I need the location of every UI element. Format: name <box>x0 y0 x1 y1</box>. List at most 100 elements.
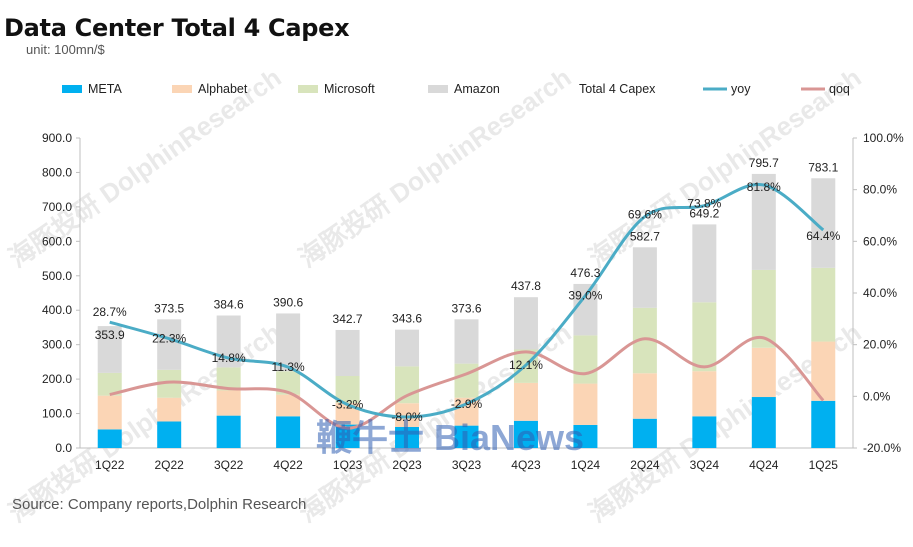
x-tick-label: 3Q22 <box>214 458 244 472</box>
line-yoy <box>109 182 825 419</box>
y-tick-label: 700.0 <box>42 200 72 214</box>
bar-amazon <box>573 283 598 336</box>
yoy-label: -8.0% <box>391 410 423 424</box>
bar-alphabet <box>573 383 598 425</box>
bar-meta <box>573 424 598 448</box>
bar-meta <box>513 420 538 448</box>
y-tick-label: 900.0 <box>42 131 72 145</box>
x-tick-label: 1Q23 <box>333 458 363 472</box>
chart-title: Data Center Total 4 Capex <box>4 14 350 42</box>
legend-label: Microsoft <box>324 82 375 96</box>
yoy-label: 14.8% <box>212 351 246 365</box>
line-layer <box>109 182 825 430</box>
legend-swatch-meta <box>62 85 82 93</box>
bar-alphabet <box>692 371 717 417</box>
y-tick-label: 200.0 <box>42 372 72 386</box>
y-tick-label: 500.0 <box>42 269 72 283</box>
yoy-label: 12.1% <box>509 358 543 372</box>
bar-amazon <box>692 224 717 303</box>
legend-swatch-microsoft <box>298 85 318 93</box>
bar-microsoft <box>573 335 598 384</box>
bar-amazon <box>335 329 360 377</box>
bar-meta <box>692 416 717 448</box>
bar-layer <box>97 173 836 448</box>
y-right-tick-label: 40.0% <box>863 286 897 300</box>
chart-subtitle: unit: 100mn/$ <box>26 42 105 57</box>
y-tick-label: 100.0 <box>42 407 72 421</box>
bar-meta <box>751 397 776 448</box>
bar-alphabet <box>216 390 241 416</box>
total-label: 437.8 <box>511 279 541 293</box>
x-tick-label: 3Q24 <box>690 458 720 472</box>
x-tick-label: 2Q22 <box>155 458 185 472</box>
bar-microsoft <box>216 367 241 391</box>
total-label: 384.6 <box>214 298 244 312</box>
yoy-label: 28.7% <box>93 305 127 319</box>
yoy-label: -3.2% <box>332 398 364 412</box>
y-right-tick-label: -20.0% <box>863 441 901 455</box>
bar-alphabet <box>97 395 122 430</box>
total-label: 373.5 <box>154 301 184 315</box>
bar-alphabet <box>157 397 182 422</box>
legend-label: Amazon <box>454 82 500 96</box>
watermark-layer: 海豚投研 DolphinResearch 海豚投研 DolphinResearch… <box>3 62 866 528</box>
x-tick-label: 1Q24 <box>571 458 601 472</box>
yoy-label: 64.4% <box>806 229 840 243</box>
data-label-layer: 353.9 373.5 384.6 390.6 342.7 343.6 373.6 437.8… <box>93 156 841 424</box>
x-tick-label: 4Q23 <box>511 458 541 472</box>
yoy-label: 81.8% <box>747 180 781 194</box>
source-note: Source: Company reports,Dolphin Research <box>12 496 307 513</box>
legend-label: qoq <box>829 82 850 96</box>
legend-label: META <box>88 82 122 96</box>
total-label: 476.3 <box>570 266 600 280</box>
bar-microsoft <box>811 267 836 342</box>
bar-meta <box>811 400 836 448</box>
x-tick-label: 1Q22 <box>95 458 125 472</box>
bar-alphabet <box>513 382 538 421</box>
y-right-tick-label: 100.0% <box>863 131 904 145</box>
y-tick-label: 300.0 <box>42 338 72 352</box>
bar-meta <box>335 424 360 448</box>
bar-amazon <box>395 329 420 367</box>
total-label: 795.7 <box>749 156 779 170</box>
bar-microsoft <box>97 372 122 396</box>
legend-swatch-amazon <box>428 85 448 93</box>
x-tick-label: 2Q24 <box>630 458 660 472</box>
bianews-logo-text: 鞭牛士 BiaNews <box>316 417 584 458</box>
yoy-label: 69.6% <box>628 208 662 222</box>
total-label: 343.6 <box>392 312 422 326</box>
bar-microsoft <box>692 302 717 372</box>
y-right-tick-label: 0.0% <box>863 389 891 403</box>
chart-axes: 0.0 100.0 200.0 300.0 400.0 500.0 600.0 700.0 80… <box>42 131 904 472</box>
y-tick-label: 600.0 <box>42 234 72 248</box>
x-tick-label: 3Q23 <box>452 458 482 472</box>
bar-alphabet <box>395 403 420 427</box>
total-label: 373.6 <box>451 301 481 315</box>
yoy-label: -2.9% <box>451 397 483 411</box>
y-tick-label: 400.0 <box>42 303 72 317</box>
yoy-label: 39.0% <box>568 289 602 303</box>
bar-meta <box>454 425 479 448</box>
bar-amazon <box>751 173 776 270</box>
bar-microsoft <box>276 371 301 395</box>
bar-amazon <box>632 247 657 308</box>
bar-microsoft <box>335 376 360 403</box>
legend-label: yoy <box>731 82 751 96</box>
bianews-watermark-logo: 鞭牛士 BiaNews <box>316 417 584 458</box>
line-qoq <box>109 335 825 430</box>
legend-swatch-alphabet <box>172 85 192 93</box>
legend-label: Total 4 Capex <box>579 82 656 96</box>
bar-amazon <box>454 319 479 364</box>
x-tick-label: 1Q25 <box>809 458 839 472</box>
bar-amazon <box>157 319 182 370</box>
bar-meta <box>632 418 657 448</box>
total-label: 353.9 <box>95 328 125 342</box>
y-tick-label: 800.0 <box>42 165 72 179</box>
yoy-label: 73.8% <box>687 197 721 211</box>
x-tick-label: 4Q24 <box>749 458 779 472</box>
yoy-label: 11.3% <box>272 360 305 374</box>
bar-amazon <box>97 326 122 373</box>
chart-legend: META Alphabet Microsoft Amazon Total 4 Capex… <box>62 82 850 96</box>
bar-amazon <box>513 297 538 350</box>
